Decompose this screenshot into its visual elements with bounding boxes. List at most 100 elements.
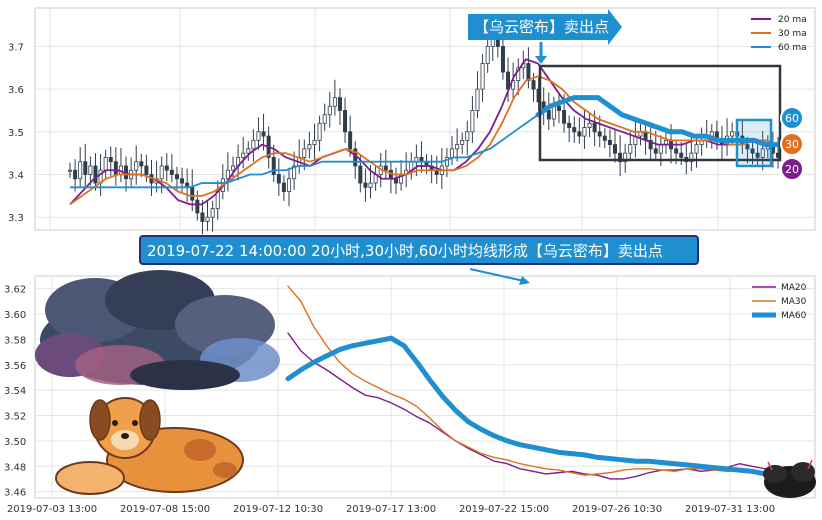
candle-body [246,148,251,154]
candle-body [383,165,388,171]
candle-body [516,67,521,81]
candle-body [485,46,490,64]
candle-body [500,46,505,73]
candle-body [139,161,144,167]
legend-ma20: MA20 [781,283,807,293]
candle-body [343,110,348,133]
top-banner: 【乌云密布】卖出点 [468,9,622,45]
top-candles [68,21,781,235]
main-banner-label: 2019-07-22 14:00:00 20小时,30小时,60小时均线形成【乌… [147,242,663,260]
bottom-x-tick-label: 2019-07-08 15:00 [120,504,210,515]
candle-body [210,208,215,218]
candle-body [337,97,342,111]
candle-body [526,63,531,81]
candle-body [169,169,174,175]
candle-body [368,182,373,188]
candle-body [613,144,618,154]
candle-body [745,144,750,150]
legend-30ma: 30 ma [778,29,807,39]
svg-text:60: 60 [785,112,799,125]
candle-body [93,165,98,184]
storm-cloud-icon [35,270,280,390]
candle-body [358,165,363,184]
badge-30: 30 [780,132,804,156]
top-legend: 20 ma 30 ma 60 ma [751,15,807,53]
down-arrow-icon [535,42,547,64]
candle-body [276,174,281,184]
candle-body [195,199,200,214]
badge-20: 20 [780,157,804,181]
candle-body [628,144,633,154]
candle-body [73,169,78,180]
candle-body [689,152,694,163]
candle-body [694,144,699,154]
candle-body [251,139,256,150]
candle-body [582,127,587,137]
candle-body [159,165,164,180]
bottom-y-tick-label: 3.46 [4,488,26,499]
candle-body [332,97,337,107]
candle-body [567,122,572,128]
candle-body [292,165,297,180]
candle-body [348,131,353,150]
candle-body [480,63,485,90]
candle-body [261,131,266,137]
cluster-highlight-box [735,118,773,168]
top-y-tick-label: 3.5 [8,128,24,139]
candle-body [256,131,261,141]
candle-body [327,105,332,116]
candle-body [312,139,317,146]
candle-body [592,122,597,133]
candle-body [307,144,312,150]
candle-body [460,139,465,146]
bottom-x-tick-label: 2019-07-03 13:00 [7,504,97,515]
candle-body [103,157,108,171]
svg-text:30: 30 [785,138,799,151]
bottom-legend: MA20 MA30 MA60 [752,283,807,321]
svg-text:20: 20 [785,163,799,176]
sell-zone-box [538,64,782,162]
legend-ma60: MA60 [781,311,807,321]
main-banner-box [139,235,699,265]
bottom-x-tick-label: 2019-07-22 15:00 [459,504,549,515]
candle-body [180,178,185,184]
bottom-y-tick-label: 3.56 [4,361,26,372]
candle-body [455,144,460,150]
candle-body [597,131,602,137]
candle-body [551,105,556,120]
bottom-y-tick-label: 3.58 [4,335,26,346]
candle-body [750,148,755,154]
candle-body [225,169,230,180]
candle-body [602,135,607,141]
candle-body [78,161,83,180]
candle-body [730,131,735,137]
dog-mascot-icon [55,397,244,495]
bottom-x-tick-label: 2019-07-12 10:30 [233,504,323,515]
top-y-tick-label: 3.4 [8,171,24,182]
top-y-tick-label: 3.6 [8,85,24,96]
candle-body [577,131,582,137]
candle-body [587,122,592,128]
candle-body [531,80,536,90]
candle-body [144,165,149,175]
main-banner: 2019-07-22 14:00:00 20小时,30小时,60小时均线形成【乌… [139,235,699,265]
bottom-x-tick-label: 2019-07-17 13:00 [346,504,436,515]
bottom-x-tick-label: 2019-07-26 10:30 [572,504,662,515]
bottom-line-MA30 [287,285,779,478]
candle-body [674,148,679,154]
candle-body [572,127,577,133]
top-y-tick-label: 3.3 [8,213,24,224]
candle-body [322,114,327,124]
candle-body [174,174,179,180]
candle-body [190,186,195,201]
bottom-y-tick-label: 3.48 [4,462,26,473]
candle-body [271,157,276,175]
bottom-y-tick-label: 3.60 [4,310,26,321]
candle-body [658,144,663,154]
top-line-20-ma [69,58,779,206]
candle-body [546,110,551,120]
top-banner-label: 【乌云密布】卖出点 [474,18,609,36]
top-y-tick-label: 3.7 [8,42,24,53]
top-y-tick-labels: 3.3 3.4 3.5 3.6 3.7 [8,42,24,224]
candle-body [363,182,368,188]
